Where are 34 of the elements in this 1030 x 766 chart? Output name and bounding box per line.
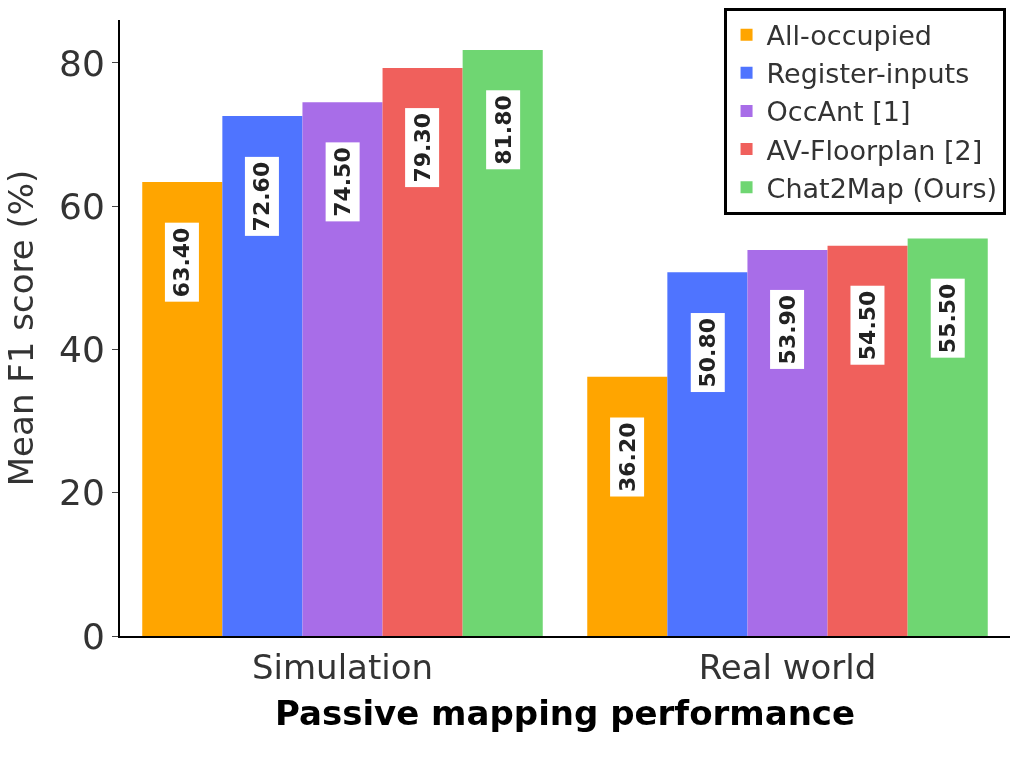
y-tick-label: 20 bbox=[58, 472, 105, 514]
bar bbox=[382, 67, 463, 636]
data-label: 74.50 bbox=[330, 147, 356, 217]
legend-label: All-occupied bbox=[766, 20, 932, 52]
x-tick-label: Simulation bbox=[251, 646, 434, 687]
data-label: 50.80 bbox=[695, 317, 721, 388]
y-tick-label: 60 bbox=[58, 185, 105, 227]
bar bbox=[827, 245, 908, 636]
data-label: 81.80 bbox=[490, 95, 516, 165]
legend-label: Register-inputs bbox=[766, 58, 970, 90]
y-axis-title: Mean F1 score (%) bbox=[1, 169, 42, 487]
x-axis-title: Passive mapping performance bbox=[274, 692, 856, 733]
legend-label: AV-Floorplan [2] bbox=[766, 134, 983, 166]
y-tick-label: 40 bbox=[58, 329, 105, 371]
y-tick-label: 0 bbox=[81, 615, 105, 657]
bar bbox=[302, 102, 383, 636]
data-label: 36.20 bbox=[614, 422, 640, 493]
x-tick-label: Real world bbox=[698, 646, 877, 687]
bar bbox=[747, 249, 828, 636]
data-label: 79.30 bbox=[409, 113, 435, 183]
bar bbox=[142, 181, 223, 636]
bar bbox=[587, 376, 668, 636]
bar bbox=[462, 50, 543, 636]
legend-label: Chat2Map (Ours) bbox=[766, 172, 997, 204]
data-label: 54.50 bbox=[854, 290, 880, 361]
y-tick-label: 80 bbox=[58, 42, 105, 84]
bar bbox=[667, 272, 748, 636]
legend-label: OccAnt [1] bbox=[766, 96, 911, 128]
data-label: 55.50 bbox=[935, 283, 961, 354]
bar bbox=[907, 238, 988, 636]
data-label: 53.90 bbox=[774, 294, 800, 365]
data-label: 63.40 bbox=[169, 227, 195, 298]
bar bbox=[222, 115, 303, 636]
data-label: 72.60 bbox=[249, 161, 275, 232]
